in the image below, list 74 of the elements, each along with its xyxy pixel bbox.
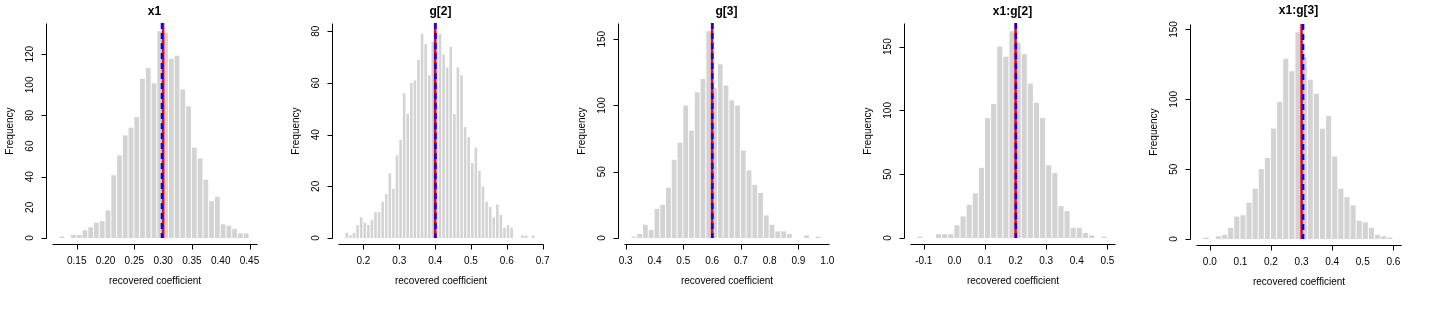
- x-tick-label: 0.6: [705, 255, 720, 266]
- y-axis-title: Frequency: [1148, 108, 1159, 156]
- x-axis-title: recovered coefficient: [680, 275, 774, 286]
- y-tick-label: 150: [596, 30, 607, 48]
- x-tick-label: 0.4: [1325, 256, 1340, 267]
- x-tick-label: 0.8: [762, 255, 778, 266]
- y-tick-label: 150: [882, 37, 893, 55]
- y-tick-label: 100: [596, 96, 607, 114]
- y-tick-label: 20: [24, 201, 35, 213]
- y-tick-label: 100: [1168, 90, 1179, 108]
- x-tick-label: 0.4: [1069, 255, 1085, 266]
- y-axis-title: Frequency: [290, 107, 301, 155]
- x-tick-label: 0.45: [239, 255, 260, 266]
- x-tick-label: 0.7: [733, 255, 749, 266]
- x-tick-label: 0.9: [791, 255, 806, 266]
- x-tick-label: 0.25: [124, 255, 145, 266]
- x-tick-label: 0.4: [647, 255, 662, 266]
- x-tick-label: 0.6: [1386, 256, 1401, 267]
- x-tick-label: 0.20: [95, 255, 116, 266]
- y-tick-label: 0: [24, 234, 35, 241]
- x-tick-label: 0.3: [618, 255, 634, 266]
- x-tick-label: 1.0: [820, 255, 835, 266]
- y-tick-label: 0: [596, 234, 607, 241]
- x-tick-label: 0.5: [1100, 255, 1115, 266]
- x-tick-label: 0.3: [392, 255, 407, 266]
- x-axis-title: recovered coefficient: [394, 275, 488, 286]
- x-tick-label: 0.2: [1264, 256, 1279, 267]
- x-tick-label: 0.2: [1008, 255, 1023, 266]
- y-tick-label: 0: [882, 234, 893, 241]
- y-tick-label: 50: [596, 165, 607, 178]
- y-tick-label: 40: [24, 170, 35, 183]
- chart-title: g[3]: [715, 3, 738, 18]
- x-tick-label: 0.40: [210, 255, 231, 266]
- x-tick-label: 0.2: [356, 255, 371, 266]
- y-tick-label: 0: [1168, 235, 1179, 242]
- chart-title: x1: [147, 3, 162, 18]
- y-tick-label: 50: [882, 168, 893, 180]
- x-tick-label: 0.4: [428, 255, 443, 266]
- chart-title: g[2]: [429, 3, 452, 18]
- x-tick-label: 0.5: [1355, 256, 1371, 267]
- chart-title: x1:g[3]: [1278, 3, 1319, 18]
- x-tick-label: 0.5: [676, 255, 691, 266]
- chart-title: x1:g[2]: [992, 3, 1033, 18]
- x-tick-label: 0.15: [67, 255, 87, 266]
- y-axis-title: Frequency: [576, 107, 587, 155]
- x-axis-title: recovered coefficient: [108, 275, 202, 286]
- x-tick-label: 0.30: [153, 255, 174, 266]
- x-tick-label: 0.35: [182, 255, 203, 266]
- x-tick-label: 0.1: [978, 255, 993, 266]
- x-tick-label: 0.7: [535, 255, 551, 266]
- x-tick-label: 0.0: [947, 255, 962, 266]
- x-axis-title: recovered coefficient: [1252, 276, 1346, 287]
- x-tick-label: 0.5: [464, 255, 479, 266]
- y-tick-label: 150: [1168, 20, 1179, 38]
- x-tick-label: 0.3: [1294, 256, 1309, 267]
- y-tick-label: 60: [24, 140, 35, 152]
- x-tick-label: 0.3: [1039, 255, 1054, 266]
- x-axis-title: recovered coefficient: [966, 275, 1060, 286]
- y-tick-label: 80: [310, 25, 321, 37]
- y-tick-label: 80: [24, 109, 35, 122]
- y-tick-label: 50: [1168, 163, 1179, 175]
- x-tick-label: 0.1: [1233, 256, 1248, 267]
- y-axis-title: Frequency: [4, 107, 15, 155]
- y-tick-label: 100: [882, 101, 893, 119]
- y-tick-label: 20: [310, 180, 321, 192]
- y-tick-label: 60: [310, 76, 321, 89]
- y-tick-label: 120: [24, 45, 35, 63]
- y-tick-label: 0: [310, 234, 321, 241]
- y-axis-title: Frequency: [862, 107, 873, 155]
- y-tick-label: 100: [24, 76, 35, 94]
- x-tick-label: -0.1: [915, 255, 933, 266]
- y-tick-label: 40: [310, 128, 321, 141]
- x-tick-label: 0.6: [499, 255, 515, 266]
- x-tick-label: 0.0: [1202, 256, 1218, 267]
